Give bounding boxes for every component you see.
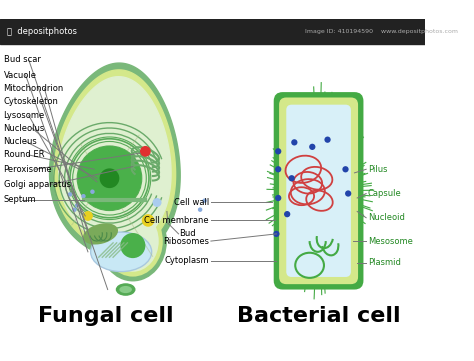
- Ellipse shape: [107, 210, 159, 272]
- Text: Cell membrane: Cell membrane: [145, 216, 209, 225]
- Polygon shape: [59, 77, 171, 244]
- Ellipse shape: [275, 195, 282, 201]
- Ellipse shape: [83, 211, 93, 221]
- Ellipse shape: [100, 168, 119, 188]
- Ellipse shape: [116, 283, 136, 296]
- Ellipse shape: [119, 286, 132, 293]
- Text: Peroxisome: Peroxisome: [4, 165, 52, 174]
- Ellipse shape: [202, 199, 207, 203]
- Text: Plasmid: Plasmid: [368, 258, 401, 267]
- FancyBboxPatch shape: [279, 97, 358, 284]
- Text: Bud scar: Bud scar: [4, 55, 40, 64]
- Text: Cell wall: Cell wall: [174, 198, 209, 207]
- Text: Nucleolus: Nucleolus: [4, 123, 45, 132]
- Bar: [0, 18, 425, 44]
- Ellipse shape: [198, 208, 202, 212]
- Ellipse shape: [273, 231, 280, 237]
- Ellipse shape: [309, 144, 315, 150]
- Text: Mitochondrion: Mitochondrion: [4, 84, 64, 93]
- Ellipse shape: [120, 233, 146, 258]
- Polygon shape: [54, 70, 175, 251]
- Polygon shape: [50, 63, 180, 257]
- Ellipse shape: [68, 192, 72, 197]
- Ellipse shape: [83, 223, 118, 244]
- Ellipse shape: [275, 166, 282, 173]
- Ellipse shape: [81, 194, 86, 199]
- Text: Bud: Bud: [180, 229, 196, 238]
- Ellipse shape: [103, 205, 163, 277]
- Ellipse shape: [324, 136, 331, 143]
- Text: Image ID: 410194590    www.depositphotos.com: Image ID: 410194590 www.depositphotos.co…: [305, 29, 458, 34]
- Ellipse shape: [140, 146, 151, 157]
- Ellipse shape: [275, 148, 282, 155]
- Text: Cytoplasm: Cytoplasm: [164, 256, 209, 265]
- Ellipse shape: [284, 211, 290, 217]
- Ellipse shape: [289, 175, 295, 181]
- Ellipse shape: [345, 190, 351, 197]
- Text: Pilus: Pilus: [368, 165, 387, 174]
- FancyBboxPatch shape: [273, 92, 364, 290]
- Ellipse shape: [291, 139, 298, 145]
- Text: Vacuole: Vacuole: [4, 70, 36, 79]
- Ellipse shape: [90, 190, 95, 194]
- Ellipse shape: [342, 166, 349, 173]
- Text: Nucleoid: Nucleoid: [368, 213, 405, 222]
- Ellipse shape: [153, 198, 162, 207]
- Text: Capsule: Capsule: [368, 189, 401, 198]
- Text: Septum: Septum: [4, 195, 36, 204]
- Text: Round ER: Round ER: [4, 151, 44, 160]
- Text: Bacterial cell: Bacterial cell: [237, 306, 401, 326]
- Text: Cytoskeleton: Cytoskeleton: [4, 97, 58, 106]
- Ellipse shape: [72, 208, 77, 212]
- Ellipse shape: [77, 146, 142, 210]
- Text: Fungal cell: Fungal cell: [38, 306, 173, 326]
- Ellipse shape: [142, 214, 155, 227]
- Text: Nucleus: Nucleus: [4, 137, 37, 146]
- FancyBboxPatch shape: [286, 105, 351, 277]
- Ellipse shape: [99, 201, 167, 282]
- Text: Golgi apparatus: Golgi apparatus: [4, 180, 71, 189]
- Text: Mesosome: Mesosome: [368, 236, 413, 245]
- Ellipse shape: [91, 232, 152, 271]
- Text: Lysosome: Lysosome: [4, 111, 45, 120]
- Ellipse shape: [75, 203, 80, 208]
- Text: ⓓ  depositphotos: ⓓ depositphotos: [7, 27, 77, 36]
- Text: Ribosomes: Ribosomes: [163, 236, 209, 245]
